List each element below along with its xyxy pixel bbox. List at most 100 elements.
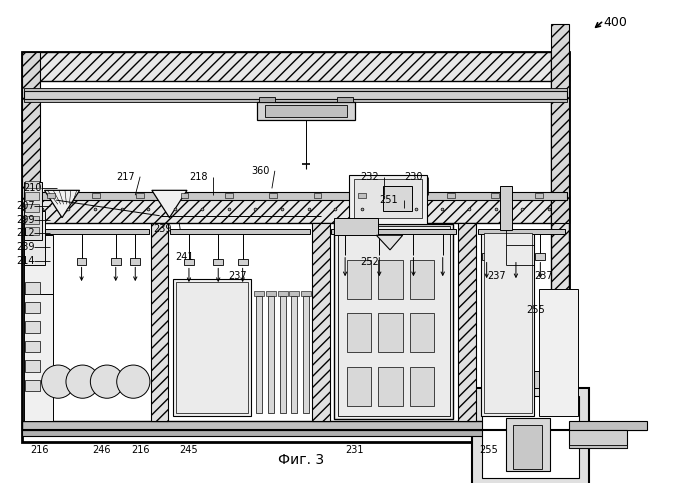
Circle shape: [41, 365, 75, 398]
Bar: [22, 52, 568, 81]
Text: 212: 212: [16, 228, 35, 238]
Bar: [301, 291, 311, 296]
Bar: [513, 425, 542, 469]
Bar: [291, 296, 298, 413]
Text: 210: 210: [23, 184, 41, 193]
Bar: [447, 193, 454, 198]
Bar: [551, 52, 568, 442]
Text: 255: 255: [480, 445, 498, 455]
Bar: [312, 223, 330, 421]
Bar: [478, 229, 565, 234]
Bar: [511, 253, 521, 260]
Bar: [24, 182, 41, 240]
Polygon shape: [152, 190, 187, 218]
Text: 230: 230: [404, 171, 423, 182]
Bar: [24, 99, 567, 101]
Circle shape: [90, 365, 123, 398]
Bar: [26, 229, 149, 234]
Bar: [266, 291, 276, 296]
Bar: [278, 291, 288, 296]
Bar: [25, 380, 40, 391]
Bar: [349, 175, 427, 224]
Bar: [181, 193, 188, 198]
Polygon shape: [45, 190, 80, 218]
Bar: [378, 313, 402, 353]
Bar: [536, 193, 543, 198]
Bar: [24, 294, 53, 421]
Bar: [24, 91, 567, 99]
Bar: [335, 224, 454, 419]
Circle shape: [117, 365, 150, 398]
Bar: [338, 227, 449, 416]
Bar: [347, 367, 372, 406]
Bar: [24, 192, 567, 200]
Bar: [22, 195, 568, 223]
Bar: [25, 282, 40, 294]
Bar: [225, 193, 232, 198]
Bar: [22, 52, 568, 442]
Bar: [314, 193, 321, 198]
Bar: [24, 235, 53, 294]
Bar: [551, 25, 568, 223]
Bar: [481, 230, 535, 416]
Bar: [354, 179, 422, 218]
Bar: [22, 421, 568, 430]
Bar: [174, 279, 251, 416]
Text: 216: 216: [30, 445, 49, 455]
Bar: [22, 430, 568, 436]
Bar: [270, 193, 277, 198]
Bar: [92, 193, 99, 198]
Bar: [214, 259, 223, 266]
Circle shape: [66, 365, 99, 398]
Bar: [22, 52, 40, 223]
Text: 232: 232: [360, 171, 379, 182]
Text: Фиг. 3: Фиг. 3: [278, 453, 324, 467]
Bar: [25, 301, 40, 313]
Text: 255: 255: [526, 305, 545, 315]
Text: 245: 245: [180, 445, 198, 455]
Bar: [170, 229, 310, 234]
Text: 252: 252: [360, 256, 379, 267]
Bar: [458, 223, 476, 421]
Text: 231: 231: [346, 445, 364, 455]
Bar: [48, 193, 55, 198]
Bar: [378, 260, 402, 298]
Bar: [259, 97, 275, 102]
Polygon shape: [377, 235, 402, 250]
Text: 400: 400: [604, 16, 628, 29]
Bar: [25, 321, 40, 333]
Bar: [402, 193, 410, 198]
Bar: [347, 313, 372, 353]
Bar: [25, 216, 38, 224]
Text: 299: 299: [16, 214, 35, 225]
Bar: [347, 260, 372, 298]
Bar: [256, 296, 262, 413]
Bar: [25, 227, 38, 235]
Bar: [290, 291, 299, 296]
Text: 216: 216: [131, 445, 149, 455]
Bar: [500, 186, 512, 230]
Bar: [184, 259, 194, 266]
Bar: [25, 192, 38, 200]
Bar: [516, 371, 545, 388]
Bar: [472, 388, 589, 483]
Bar: [130, 258, 140, 265]
Bar: [238, 259, 248, 266]
Text: 360: 360: [251, 166, 270, 176]
Bar: [491, 193, 499, 198]
Text: 218: 218: [190, 171, 208, 182]
Bar: [268, 296, 274, 413]
Bar: [25, 204, 38, 212]
Text: 239: 239: [153, 225, 172, 234]
Bar: [136, 193, 144, 198]
Bar: [568, 445, 627, 448]
Bar: [482, 253, 491, 260]
Text: 241: 241: [175, 252, 193, 262]
Bar: [25, 341, 40, 353]
Bar: [332, 229, 456, 234]
Bar: [358, 193, 366, 198]
Bar: [280, 296, 286, 413]
Text: 237: 237: [487, 271, 505, 281]
Bar: [25, 181, 38, 188]
Bar: [482, 396, 580, 478]
